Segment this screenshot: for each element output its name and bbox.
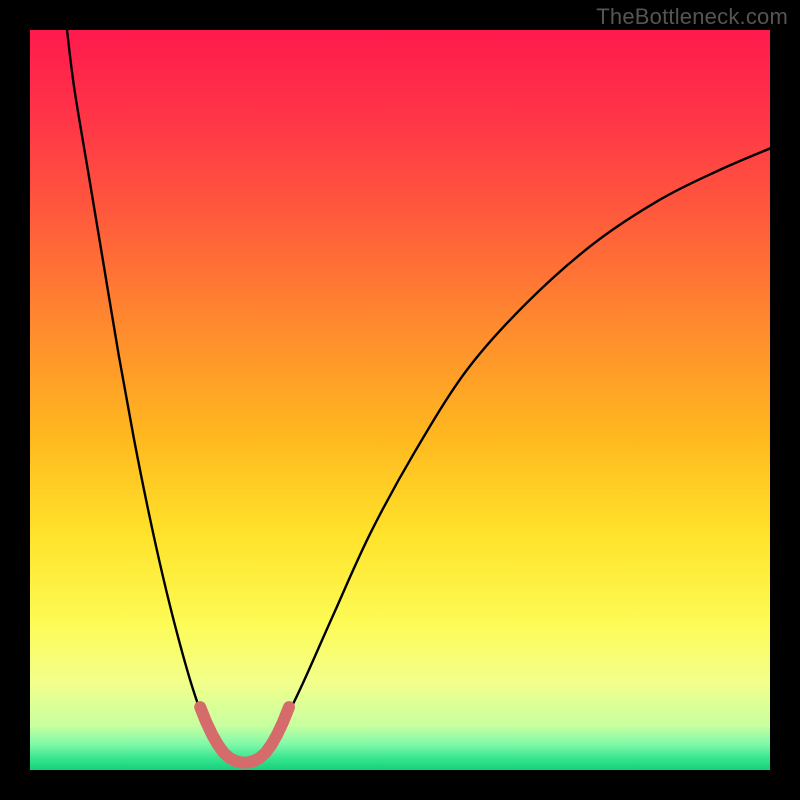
chart-stage: TheBottleneck.com: [0, 0, 800, 800]
bottleneck-chart: [0, 0, 800, 800]
watermark-text: TheBottleneck.com: [596, 4, 788, 30]
plot-background: [30, 30, 770, 770]
